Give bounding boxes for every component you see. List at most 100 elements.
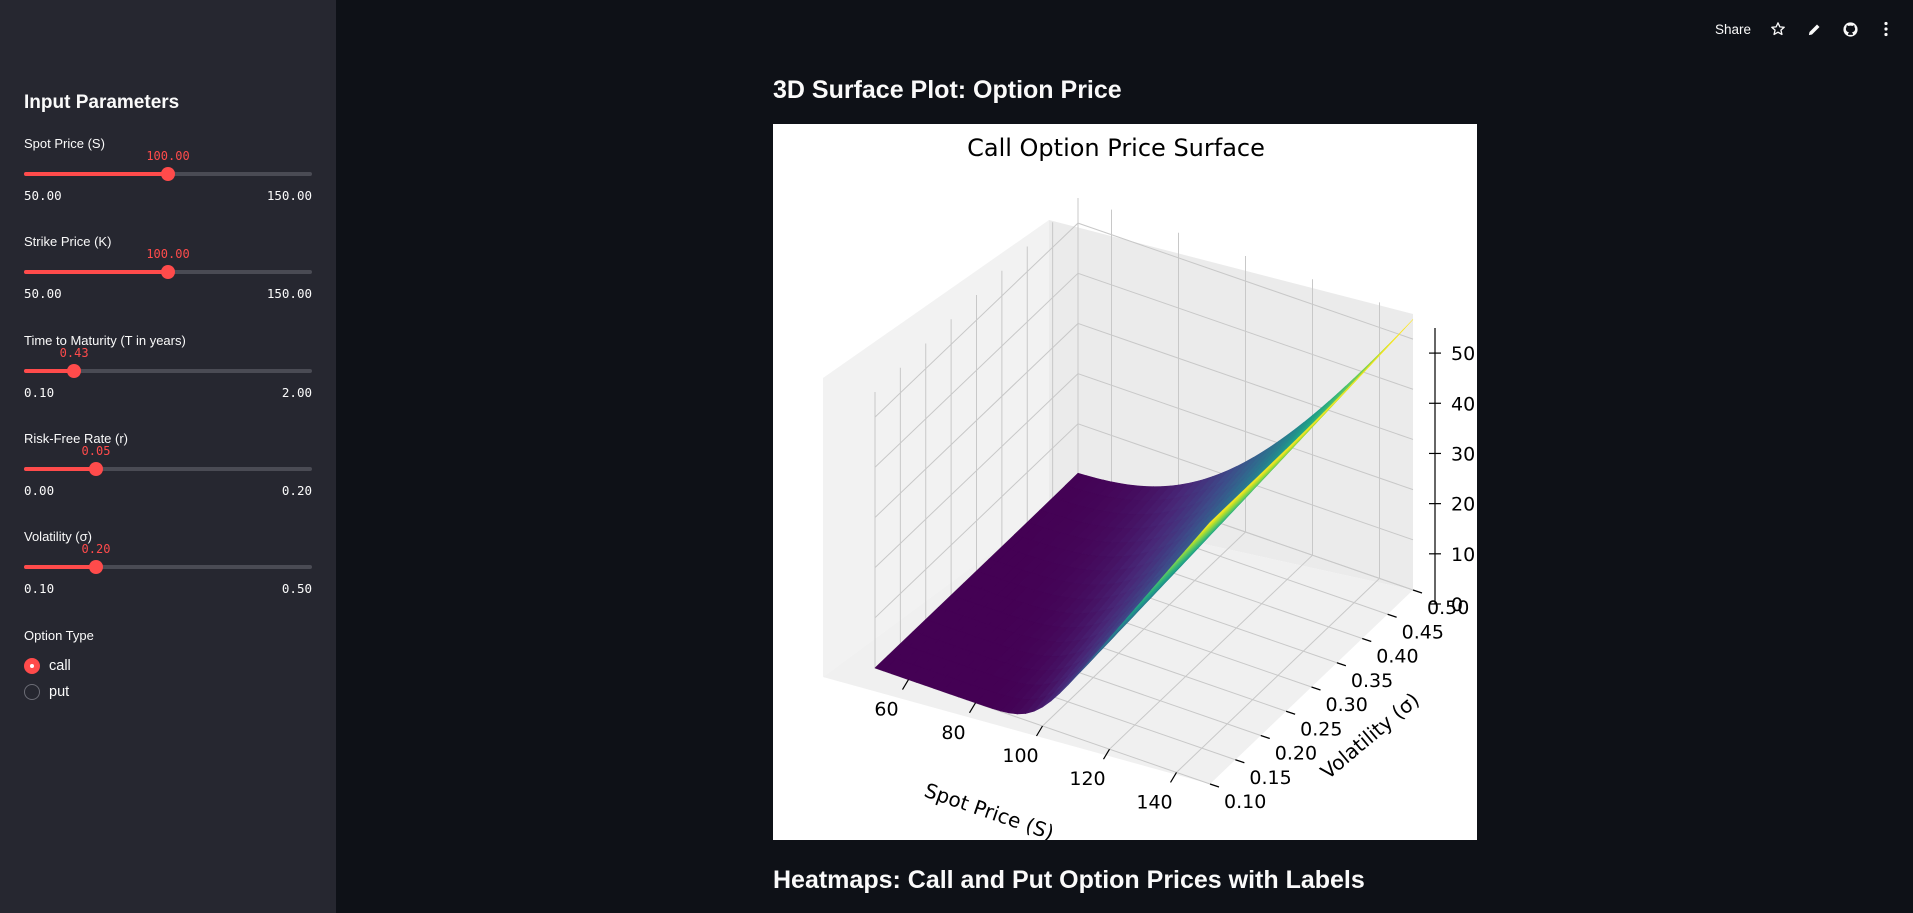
x-tick-label: 80 xyxy=(941,722,965,744)
y-tick-label: 0.15 xyxy=(1249,767,1291,789)
slider-max: 150.00 xyxy=(266,188,312,203)
spot-price-slider[interactable]: Spot Price (S) 100.00 50.00 150.00 xyxy=(24,136,312,226)
z-tick-label: 40 xyxy=(1451,393,1475,415)
slider-value: 0.05 xyxy=(81,444,111,458)
slider-min: 50.00 xyxy=(24,286,62,301)
z-tick-label: 30 xyxy=(1451,443,1475,465)
risk-free-rate-slider[interactable]: Risk-Free Rate (r) 0.05 0.00 0.20 xyxy=(24,431,312,521)
slider-track[interactable] xyxy=(24,364,312,378)
slider-label: Volatility (σ) xyxy=(24,529,92,544)
chart-title: Call Option Price Surface xyxy=(967,134,1265,162)
y-tick-label: 0.45 xyxy=(1402,621,1444,643)
slider-max: 0.50 xyxy=(281,581,312,596)
radio-unselected-icon[interactable] xyxy=(24,684,40,700)
slider-thumb[interactable] xyxy=(89,462,103,476)
slider-min: 50.00 xyxy=(24,188,62,203)
slider-max: 2.00 xyxy=(281,385,312,400)
surface-facet xyxy=(1201,510,1223,533)
z-tick-label: 20 xyxy=(1451,494,1475,516)
x-tick-label: 60 xyxy=(874,699,898,721)
y-tick-label: 0.20 xyxy=(1275,743,1317,765)
y-tick-mark xyxy=(1285,710,1296,715)
x-tick-mark xyxy=(1035,725,1044,737)
y-tick-mark xyxy=(1235,759,1245,764)
z-tick-label: 10 xyxy=(1451,544,1475,566)
slider-track[interactable] xyxy=(24,167,312,181)
radio-label: put xyxy=(49,684,70,700)
grid-line xyxy=(874,272,1414,468)
radio-put[interactable]: put xyxy=(24,679,94,705)
grid-line xyxy=(874,322,1414,518)
sidebar: Input Parameters Spot Price (S) 100.00 5… xyxy=(0,0,336,913)
y-tick-label: 0.30 xyxy=(1326,694,1368,716)
grid-line xyxy=(874,373,1414,568)
y-tick-label: 0.35 xyxy=(1351,670,1393,692)
slider-value: 100.00 xyxy=(146,247,190,261)
heatmap-heading: Heatmaps: Call and Put Option Prices wit… xyxy=(773,866,1365,894)
x-tick-label: 100 xyxy=(1002,745,1038,767)
slider-label: Risk-Free Rate (r) xyxy=(24,431,129,446)
z-tick-label: 50 xyxy=(1451,343,1475,365)
radio-call[interactable]: call xyxy=(24,653,94,679)
slider-label: Time to Maturity (T in years) xyxy=(24,333,186,348)
surface-plot-heading: 3D Surface Plot: Option Price xyxy=(773,76,1122,104)
y-tick-mark xyxy=(1260,734,1270,740)
slider-value: 100.00 xyxy=(146,149,190,163)
y-tick-mark xyxy=(1311,686,1321,691)
grid-lines xyxy=(874,198,1414,785)
slider-value: 0.20 xyxy=(81,542,111,556)
y-tick-label: 0.50 xyxy=(1427,597,1469,619)
app-toolbar: Share xyxy=(1715,20,1895,38)
more-vertical-icon[interactable] xyxy=(1877,20,1895,38)
z-tick-label: 0 xyxy=(1451,594,1463,616)
option-type-label: Option Type xyxy=(24,628,94,643)
x-tick-mark xyxy=(968,702,977,714)
slider-thumb[interactable] xyxy=(89,560,103,574)
slider-track[interactable] xyxy=(24,560,312,574)
time-to-maturity-slider[interactable]: Time to Maturity (T in years) 0.43 0.10 … xyxy=(24,333,312,423)
x-tick-mark xyxy=(1169,772,1178,783)
y-tick-mark xyxy=(1336,662,1347,667)
pencil-icon[interactable] xyxy=(1805,20,1823,38)
slider-track[interactable] xyxy=(24,265,312,279)
y-tick-mark xyxy=(1412,589,1423,594)
share-button[interactable]: Share xyxy=(1714,21,1751,37)
x-tick-mark xyxy=(901,679,910,690)
slider-thumb[interactable] xyxy=(67,364,82,378)
y-tick-label: 0.40 xyxy=(1376,646,1418,668)
slider-thumb[interactable] xyxy=(161,265,175,279)
surface-mesh xyxy=(874,319,1414,715)
y-tick-mark xyxy=(1362,637,1372,643)
slider-label: Strike Price (K) xyxy=(24,234,112,249)
y-tick-mark xyxy=(1387,613,1397,618)
x-tick-label: 140 xyxy=(1136,791,1172,813)
surface-plot: 60 80 100 120 140 0.10 0.15 0.20 0.25 0.30 0.35 0.4… xyxy=(773,124,1477,840)
slider-max: 150.00 xyxy=(266,286,312,301)
sidebar-title: Input Parameters xyxy=(24,92,180,113)
radio-selected-icon[interactable] xyxy=(24,658,40,674)
y-tick-label: 0.10 xyxy=(1224,791,1266,813)
slider-track[interactable] xyxy=(24,462,312,476)
slider-max: 0.20 xyxy=(281,483,312,498)
slider-label: Spot Price (S) xyxy=(24,136,105,151)
slider-min: 0.10 xyxy=(24,581,55,596)
star-icon[interactable] xyxy=(1769,20,1787,38)
slider-min: 0.00 xyxy=(24,483,55,498)
volatility-slider[interactable]: Volatility (σ) 0.20 0.10 0.50 xyxy=(24,529,312,619)
x-axis-label: Spot Price (S) xyxy=(921,778,1057,840)
slider-value: 0.43 xyxy=(59,346,89,360)
github-icon[interactable] xyxy=(1841,20,1859,38)
slider-thumb[interactable] xyxy=(161,167,175,181)
slider-min: 0.10 xyxy=(24,385,55,400)
x-tick-mark xyxy=(1102,748,1111,760)
radio-label: call xyxy=(49,658,71,674)
y-tick-mark xyxy=(1209,783,1220,788)
option-type-radio-group: Option Type call put xyxy=(24,628,94,705)
grid-line xyxy=(874,423,1414,619)
y-tick-label: 0.25 xyxy=(1300,718,1342,740)
x-tick-label: 120 xyxy=(1069,768,1105,790)
strike-price-slider[interactable]: Strike Price (K) 100.00 50.00 150.00 xyxy=(24,234,312,324)
grid-line xyxy=(874,222,1414,418)
